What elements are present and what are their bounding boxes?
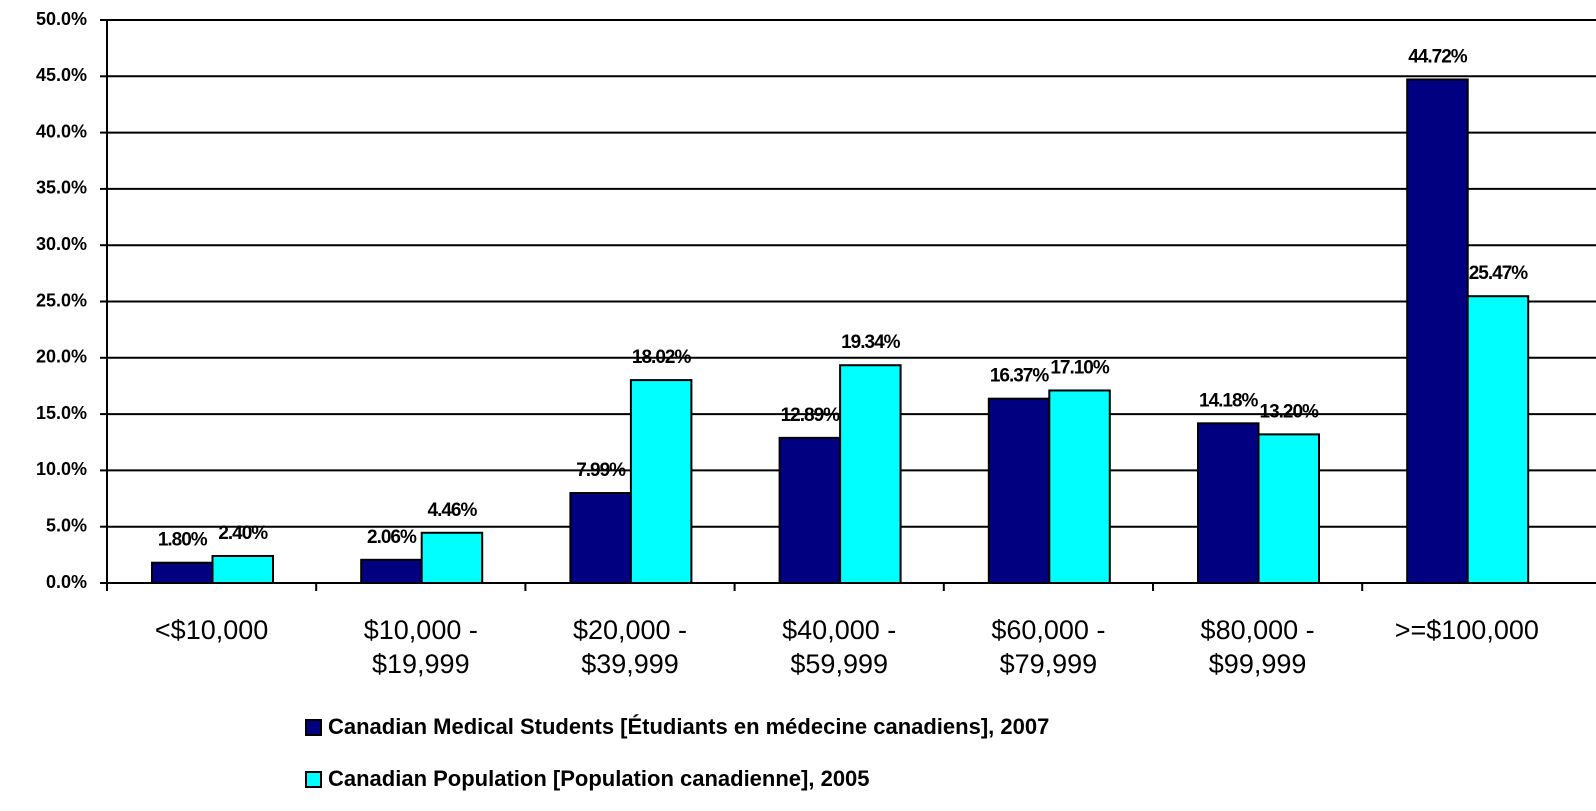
x-tick-label: $80,000 -$99,999 xyxy=(1201,615,1315,679)
y-tick-label: 40.0% xyxy=(36,121,87,141)
value-label: 18.02% xyxy=(632,347,692,368)
bar xyxy=(1406,78,1469,585)
x-tick-label: $60,000 -$79,999 xyxy=(991,615,1105,679)
bar xyxy=(420,531,484,584)
y-tick-label: 15.0% xyxy=(36,403,87,423)
value-label: 4.46% xyxy=(428,500,478,521)
value-label: 16.37% xyxy=(990,366,1050,387)
bar xyxy=(1048,389,1111,585)
y-tick-label: 20.0% xyxy=(36,347,87,367)
x-tick-label: >=$100,000 xyxy=(1395,615,1539,645)
value-label: 25.47% xyxy=(1469,263,1529,284)
value-label: 2.06% xyxy=(367,527,417,548)
y-tick-label: 30.0% xyxy=(36,234,87,254)
y-tick-label: 25.0% xyxy=(36,290,87,310)
legend-label: Canadian Medical Students [Étudiants en … xyxy=(328,714,1049,739)
value-label: 17.10% xyxy=(1050,357,1110,378)
bar xyxy=(360,558,423,584)
value-label: 44.72% xyxy=(1408,46,1468,67)
value-label: 13.20% xyxy=(1260,401,1320,422)
value-label: 14.18% xyxy=(1199,390,1259,411)
y-tick-label: 45.0% xyxy=(36,65,87,85)
value-label: 2.40% xyxy=(218,523,268,544)
value-label: 7.99% xyxy=(576,460,626,481)
x-tick-label: $10,000 -$19,999 xyxy=(364,615,478,679)
x-tick-label: $40,000 -$59,999 xyxy=(782,615,896,679)
bar xyxy=(629,379,693,584)
y-tick-label: 0.0% xyxy=(46,572,87,592)
bar xyxy=(1466,295,1530,584)
y-tick-label: 10.0% xyxy=(36,459,87,479)
bar xyxy=(211,554,274,585)
value-label: 1.80% xyxy=(158,530,208,551)
bar xyxy=(778,436,842,585)
bar xyxy=(839,364,902,584)
bar xyxy=(569,492,632,584)
legend-label: Canadian Population [Population canadien… xyxy=(328,766,870,791)
value-label: 19.34% xyxy=(841,332,901,353)
y-tick-label: 35.0% xyxy=(36,178,87,198)
y-tick-label: 50.0% xyxy=(36,9,87,29)
x-tick-label: $20,000 -$39,999 xyxy=(573,615,687,679)
bar xyxy=(987,397,1051,584)
x-tick-label: <$10,000 xyxy=(155,615,268,645)
value-label: 12.89% xyxy=(781,405,841,426)
legend-swatch xyxy=(305,719,322,736)
bar xyxy=(1257,433,1320,585)
bar xyxy=(1197,422,1260,584)
bar xyxy=(151,561,214,584)
legend-swatch xyxy=(305,771,322,788)
y-tick-label: 5.0% xyxy=(46,515,87,535)
